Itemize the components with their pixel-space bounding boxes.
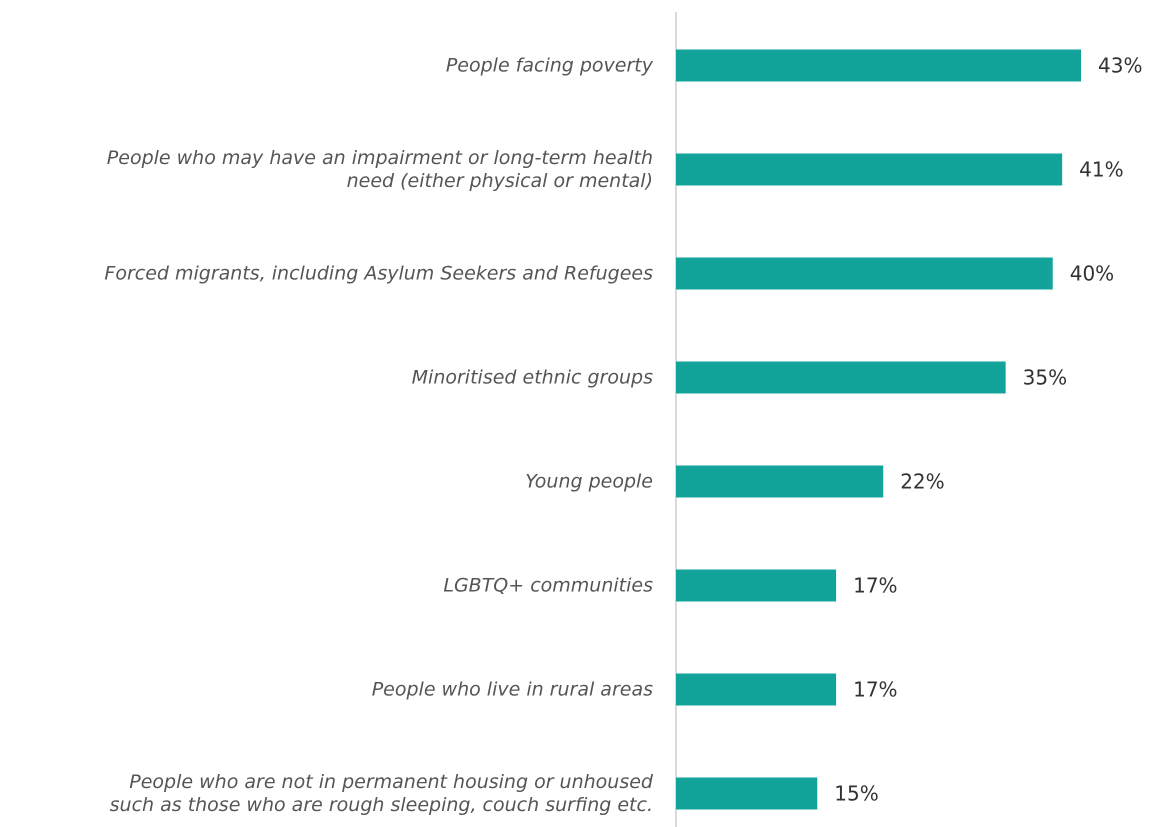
category-label: LGBTQ+ communities (443, 575, 653, 597)
bars-group (676, 49, 1081, 810)
category-labels-group: People facing poverty People who may have… (104, 55, 654, 817)
bar (676, 673, 837, 706)
category-label-line: Young people (525, 471, 653, 493)
category-label: People who may have an impairment or lon… (107, 147, 653, 192)
category-label-line: People who may have an impairment or lon… (107, 147, 653, 169)
bar (676, 49, 1081, 82)
category-label-line: need (either physical or mental) (347, 170, 653, 192)
bar (676, 257, 1053, 290)
category-label-line: People facing poverty (446, 55, 654, 77)
bar (676, 361, 1006, 394)
value-labels-group: 43% 41% 40% 35% 22% 17% 17% 15% (834, 54, 1142, 806)
value-label: 17% (853, 574, 897, 598)
category-label: People who live in rural areas (372, 679, 653, 701)
value-label: 22% (900, 470, 944, 494)
value-label: 35% (1023, 366, 1067, 390)
category-label-line: Minoritised ethnic groups (412, 367, 653, 389)
value-label: 41% (1079, 158, 1123, 182)
bar (676, 569, 837, 602)
category-label-line: Forced migrants, including Asylum Seeker… (104, 263, 653, 285)
value-label: 15% (834, 782, 878, 806)
category-label-line: People who are not in permanent housing … (129, 771, 654, 793)
category-label-line: LGBTQ+ communities (443, 575, 653, 597)
category-label: People who are not in permanent housing … (110, 771, 654, 816)
value-label: 17% (853, 678, 897, 702)
bar (676, 465, 884, 498)
bar (676, 777, 818, 810)
value-label: 43% (1098, 54, 1142, 78)
category-label-line: People who live in rural areas (372, 679, 653, 701)
category-label: Forced migrants, including Asylum Seeker… (104, 263, 653, 285)
category-label: People facing poverty (446, 55, 654, 77)
value-label: 40% (1070, 262, 1114, 286)
category-label: Young people (525, 471, 653, 493)
category-label: Minoritised ethnic groups (412, 367, 653, 389)
category-label-line: such as those who are rough sleeping, co… (110, 794, 653, 816)
bar (676, 153, 1063, 186)
